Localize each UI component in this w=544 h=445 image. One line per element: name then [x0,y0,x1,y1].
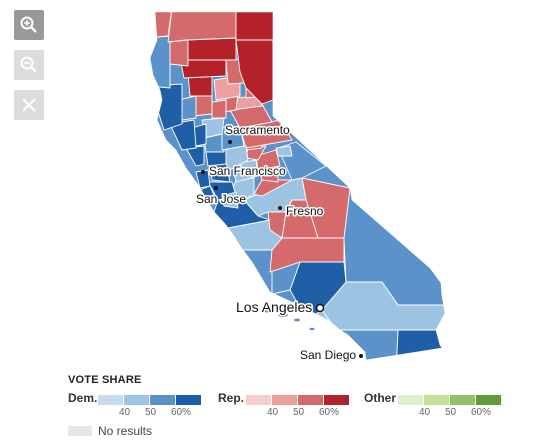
no-results-swatch [68,426,92,436]
county-imperial[interactable] [395,329,460,372]
sacramento-marker [228,140,232,144]
rep-swatch-1 [246,395,271,405]
other-swatch-3 [450,395,475,405]
county-mendocino[interactable] [150,83,183,131]
legend-other-label: Other [364,391,397,405]
reset-button[interactable] [14,90,44,120]
rep-tick-60: 60% [319,407,340,418]
no-results-label: No results [98,424,153,438]
zoom-in-button[interactable] [14,10,44,40]
map-controls [14,10,46,130]
legend-rep: Rep. 40 50 60% [218,391,358,421]
other-tick-60: 60% [471,407,492,418]
county-modoc[interactable] [235,8,281,41]
zoom-out-icon [20,56,37,73]
dem-swatch-3 [150,395,175,405]
rep-swatch-4 [324,395,349,405]
other-swatch-1 [398,395,423,405]
legend-other: Other 40 50 60% [364,391,534,421]
zoom-out-button[interactable] [14,50,44,80]
san-francisco-marker [201,170,205,174]
los-angeles-marker [315,303,325,313]
dem-tick-40: 40 [119,407,131,418]
fresno-marker [278,206,282,210]
close-icon [22,98,36,112]
county-siskiyou[interactable] [167,8,237,43]
other-tick-50: 50 [445,407,457,418]
legend-rep-label: Rep. [218,391,245,405]
county-sutter[interactable] [211,99,227,119]
city-markers [201,140,363,358]
county-madera[interactable] [253,179,293,197]
channel-islands [261,307,315,331]
county-santa-barbara[interactable] [235,249,273,295]
city-label-fresno: Fresno [286,204,324,218]
city-label-los-angeles: Los Angeles [236,299,312,315]
other-swatch-2 [424,395,449,405]
state-outline [149,11,446,361]
legend-dem-label: Dem. [68,391,98,405]
county-alpine[interactable] [275,145,293,157]
county-del-norte[interactable] [146,8,173,39]
county-marin[interactable] [185,145,205,167]
rep-swatch-3 [298,395,323,405]
county-shasta[interactable] [185,37,237,61]
city-label-sacramento: Sacramento [225,123,290,137]
city-label-san-diego: San Diego [300,348,356,362]
rep-tick-50: 50 [293,407,305,418]
city-label-san-jose: San Jose [196,192,246,206]
county-sonoma[interactable] [169,119,197,151]
legend-no-results: No results [68,424,152,438]
rep-swatch-2 [272,395,297,405]
county-sacramento[interactable] [221,125,245,151]
legend-title: VOTE SHARE [68,374,142,386]
dem-swatch-2 [124,395,149,405]
city-label-san-francisco: San Francisco [209,164,286,178]
dem-swatch-1 [98,395,123,405]
dem-tick-60: 60% [171,407,192,418]
california-county-map[interactable]: Sacramento San Francisco San Jose Fresno… [0,0,544,372]
vote-share-legend: VOTE SHARE Dem. 40 50 60% Rep. 40 50 60% [68,372,538,442]
county-tuolumne[interactable] [255,149,281,171]
zoom-in-icon [20,16,37,33]
san-jose-marker [214,186,218,190]
legend-dem: Dem. 40 50 60% [68,391,208,421]
dem-tick-50: 50 [145,407,157,418]
rep-tick-40: 40 [267,407,279,418]
county-san-benito[interactable] [221,191,239,209]
dem-swatch-4 [176,395,201,405]
county-humboldt[interactable] [146,35,171,89]
san-diego-marker [359,354,363,358]
other-tick-40: 40 [419,407,431,418]
city-labels: Sacramento San Francisco San Jose Fresno… [195,122,358,364]
county-trinity[interactable] [167,39,189,67]
other-swatch-4 [476,395,501,405]
